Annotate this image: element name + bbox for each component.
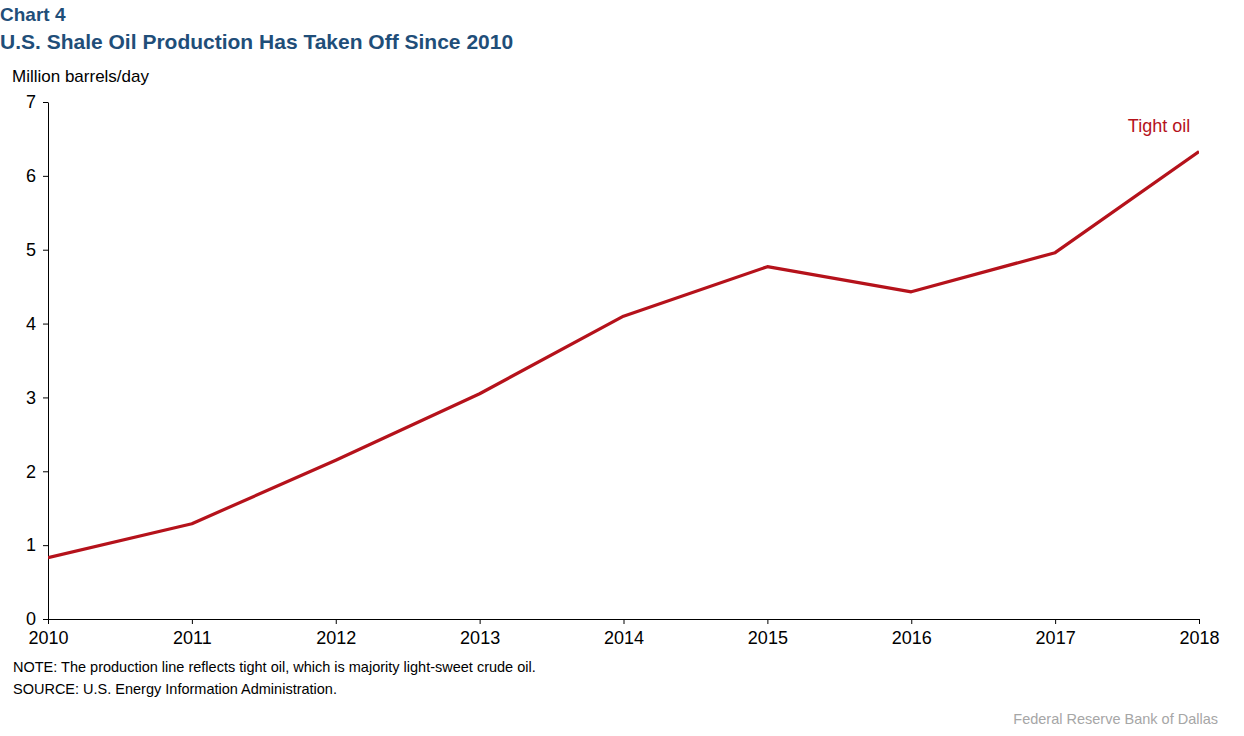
y-tick-label: 1 bbox=[26, 535, 36, 555]
y-tick-mark bbox=[43, 619, 48, 620]
x-tick: 2014 bbox=[604, 619, 644, 648]
y-tick: 3 bbox=[26, 388, 48, 408]
source: SOURCE: U.S. Energy Information Administ… bbox=[13, 681, 337, 697]
x-tick: 2013 bbox=[460, 619, 500, 648]
chart: Chart 4 U.S. Shale Oil Production Has Tak… bbox=[0, 0, 1244, 736]
x-tick-label: 2017 bbox=[1036, 628, 1076, 648]
x-tick-mark bbox=[624, 619, 625, 624]
y-tick-label: 5 bbox=[26, 240, 36, 260]
x-tick-mark bbox=[48, 619, 49, 624]
x-tick: 2015 bbox=[748, 619, 788, 648]
x-tick-label: 2010 bbox=[28, 628, 68, 648]
y-axis: 0 1 2 3 4 5 6 7 bbox=[26, 92, 49, 629]
note: NOTE: The production line reflects tight… bbox=[13, 659, 536, 675]
y-axis-title: Million barrels/day bbox=[12, 67, 149, 86]
y-tick-label: 0 bbox=[26, 609, 36, 629]
x-tick: 2011 bbox=[173, 619, 212, 648]
x-tick-label: 2018 bbox=[1179, 628, 1219, 648]
y-tick-mark bbox=[43, 102, 48, 103]
x-tick: 2012 bbox=[316, 619, 356, 648]
x-tick-label: 2013 bbox=[460, 628, 500, 648]
x-tick: 2018 bbox=[1179, 619, 1219, 648]
x-tick-label: 2014 bbox=[604, 628, 644, 648]
y-tick-label: 2 bbox=[26, 462, 36, 482]
y-tick-mark bbox=[43, 324, 48, 325]
x-axis: 2010 2011 2012 2013 2014 2015 2016 2017 2018 bbox=[28, 619, 1219, 648]
x-tick-mark bbox=[1055, 619, 1056, 624]
plot-area bbox=[48, 151, 1199, 557]
x-tick-mark bbox=[336, 619, 337, 624]
y-tick-label: 4 bbox=[26, 314, 36, 334]
y-tick-mark bbox=[43, 471, 48, 472]
y-tick: 5 bbox=[26, 240, 48, 260]
y-tick-label: 7 bbox=[26, 92, 36, 112]
x-tick-mark bbox=[480, 619, 481, 624]
x-tick-label: 2011 bbox=[173, 628, 212, 648]
subtitle: U.S. Shale Oil Production Has Taken Off … bbox=[0, 30, 513, 53]
y-tick-mark bbox=[43, 250, 48, 251]
x-tick-label: 2015 bbox=[748, 628, 788, 648]
x-tick-label: 2012 bbox=[316, 628, 356, 648]
y-axis-line bbox=[48, 103, 49, 620]
x-tick: 2016 bbox=[892, 619, 932, 648]
y-tick-mark bbox=[43, 397, 48, 398]
y-tick-label: 3 bbox=[26, 388, 36, 408]
x-tick: 2017 bbox=[1036, 619, 1076, 648]
credit: Federal Reserve Bank of Dallas bbox=[1013, 711, 1218, 727]
x-tick-mark bbox=[1199, 619, 1200, 624]
x-tick: 2010 bbox=[28, 619, 68, 648]
y-tick: 4 bbox=[26, 314, 48, 334]
x-tick-mark bbox=[192, 619, 193, 624]
y-tick-mark bbox=[43, 176, 48, 177]
y-tick: 7 bbox=[26, 92, 48, 112]
y-tick-mark bbox=[43, 545, 48, 546]
series-label: Tight oil bbox=[1128, 116, 1190, 136]
x-tick-label: 2016 bbox=[892, 628, 932, 648]
y-tick-label: 6 bbox=[26, 166, 36, 186]
title: Chart 4 bbox=[0, 4, 66, 25]
y-tick: 6 bbox=[26, 166, 48, 186]
x-tick-mark bbox=[911, 619, 912, 624]
y-tick: 2 bbox=[26, 462, 48, 482]
y-tick: 0 bbox=[26, 609, 48, 629]
x-tick-mark bbox=[767, 619, 768, 624]
y-tick: 1 bbox=[26, 535, 48, 555]
series-line bbox=[48, 151, 1199, 557]
